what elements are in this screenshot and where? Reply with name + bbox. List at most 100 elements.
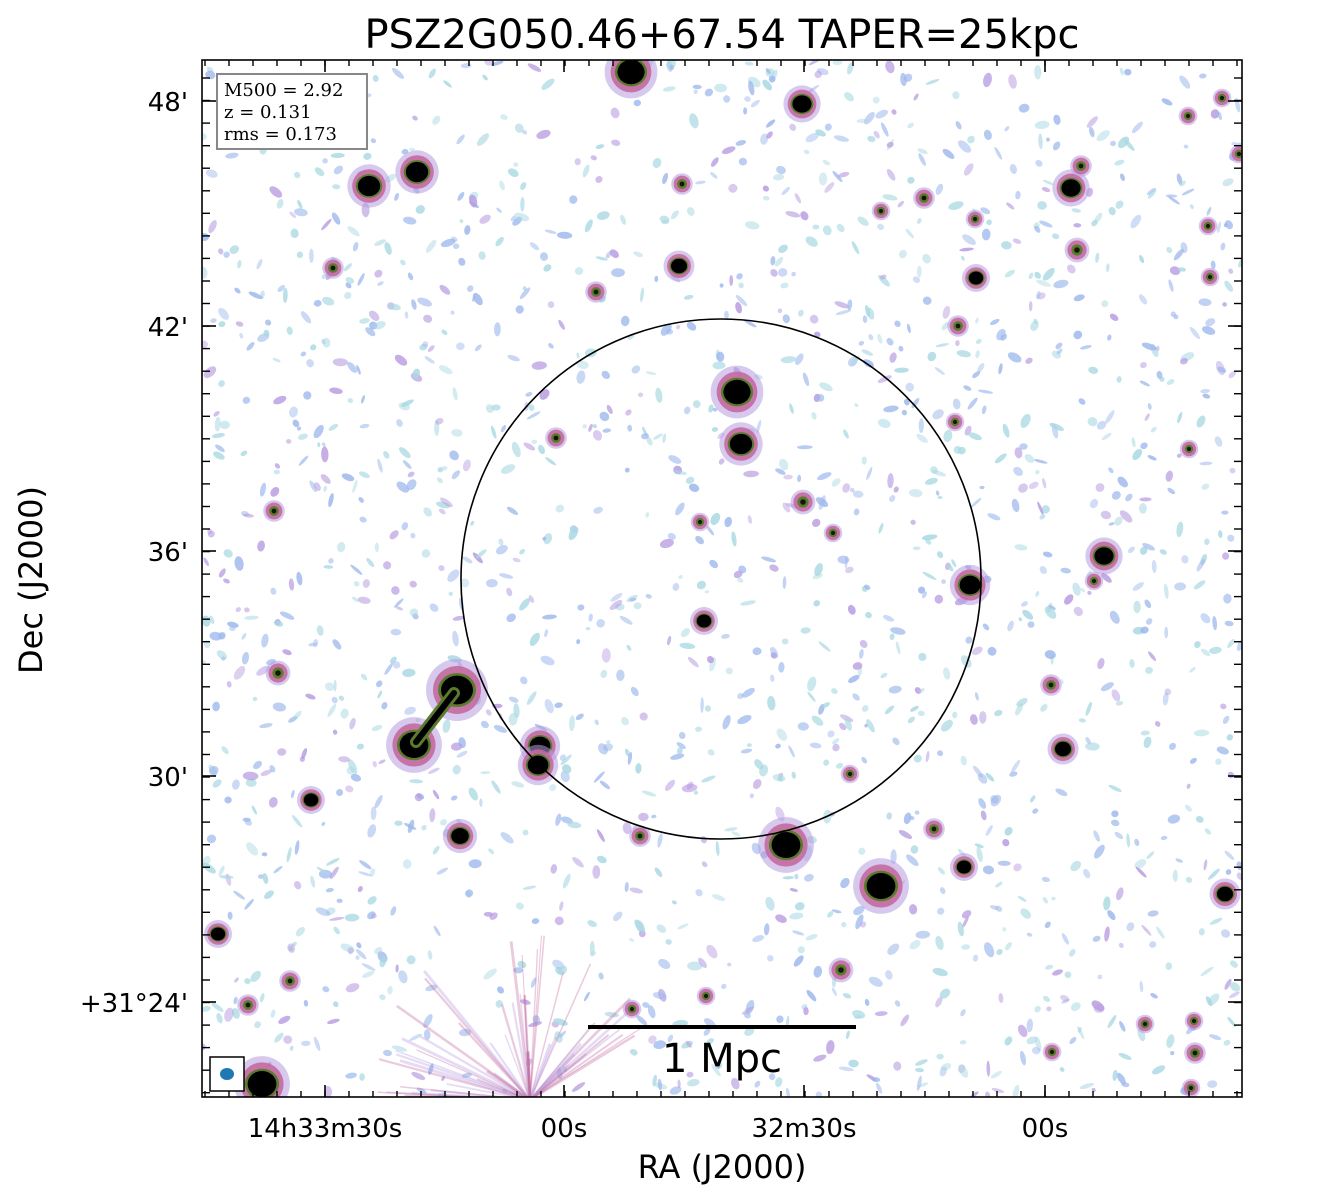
noise-speck bbox=[885, 970, 893, 980]
radio-source bbox=[1070, 155, 1092, 177]
noise-speck bbox=[347, 226, 360, 237]
noise-speck bbox=[1199, 461, 1213, 466]
noise-speck bbox=[878, 522, 884, 534]
noise-speck bbox=[803, 1007, 809, 1016]
noise-speck bbox=[813, 965, 823, 978]
noise-speck bbox=[218, 380, 225, 388]
noise-speck bbox=[450, 310, 455, 315]
noise-speck bbox=[979, 711, 987, 724]
noise-speck bbox=[421, 824, 427, 831]
noise-speck bbox=[957, 921, 964, 937]
noise-speck bbox=[806, 989, 817, 1002]
noise-speck bbox=[1175, 858, 1183, 863]
noise-speck bbox=[273, 620, 284, 627]
noise-speck bbox=[934, 594, 944, 604]
noise-speck bbox=[224, 796, 232, 804]
noise-speck bbox=[500, 425, 507, 433]
noise-speck bbox=[905, 228, 915, 239]
noise-speck bbox=[359, 318, 370, 324]
noise-speck bbox=[626, 644, 632, 651]
noise-speck bbox=[414, 793, 423, 802]
artifact-ray bbox=[531, 1022, 596, 1097]
noise-speck bbox=[322, 158, 328, 164]
noise-speck bbox=[395, 606, 404, 611]
radio-source bbox=[923, 818, 945, 840]
radio-source bbox=[297, 786, 325, 814]
noise-speck bbox=[511, 781, 525, 788]
noise-speck bbox=[560, 770, 570, 783]
noise-speck bbox=[813, 1054, 827, 1062]
noise-speck bbox=[767, 955, 774, 962]
radio-source bbox=[962, 264, 990, 292]
noise-speck bbox=[963, 163, 974, 176]
noise-speck bbox=[232, 779, 240, 790]
artifact-ray bbox=[404, 1100, 530, 1110]
noise-speck bbox=[411, 299, 417, 310]
artifact-ray bbox=[529, 1036, 557, 1097]
noise-speck bbox=[903, 73, 913, 82]
noise-speck bbox=[436, 867, 448, 875]
noise-speck bbox=[687, 1078, 700, 1087]
noise-speck bbox=[313, 1036, 321, 1051]
noise-speck bbox=[722, 715, 731, 730]
radio-source bbox=[965, 209, 985, 229]
noise-speck bbox=[461, 1072, 472, 1078]
noise-speck bbox=[427, 345, 435, 352]
noise-speck bbox=[223, 578, 230, 584]
noise-speck bbox=[1144, 413, 1150, 422]
noise-speck bbox=[1004, 826, 1013, 836]
radio-source bbox=[719, 422, 763, 466]
noise-speck bbox=[1178, 267, 1186, 272]
tick-marks bbox=[202, 60, 1242, 1097]
noise-speck bbox=[959, 247, 974, 252]
noise-speck bbox=[433, 925, 441, 937]
noise-speck bbox=[852, 662, 863, 670]
noise-speck bbox=[718, 458, 725, 465]
noise-speck bbox=[961, 255, 965, 261]
noise-speck bbox=[676, 324, 681, 330]
noise-speck bbox=[1131, 121, 1143, 134]
noise-speck bbox=[497, 986, 504, 994]
noise-speck bbox=[282, 649, 292, 656]
noise-speck bbox=[333, 1001, 339, 1008]
noise-speck bbox=[545, 457, 557, 466]
noise-speck bbox=[1034, 120, 1050, 130]
noise-speck bbox=[480, 720, 489, 729]
noise-speck bbox=[250, 970, 262, 982]
noise-speck bbox=[862, 315, 868, 323]
noise-speck bbox=[765, 68, 771, 74]
noise-speck bbox=[939, 887, 946, 895]
noise-speck bbox=[991, 1088, 1005, 1093]
noise-speck bbox=[293, 880, 302, 890]
noise-speck bbox=[441, 329, 448, 336]
noise-speck bbox=[468, 787, 479, 801]
radio-source bbox=[696, 986, 716, 1006]
noise-speck bbox=[309, 248, 314, 263]
noise-speck bbox=[1189, 667, 1196, 673]
noise-speck bbox=[234, 287, 241, 294]
noise-speck bbox=[909, 940, 921, 950]
noise-speck bbox=[1229, 982, 1241, 992]
noise-speck bbox=[641, 433, 649, 440]
noise-speck bbox=[203, 557, 210, 567]
noise-speck bbox=[422, 341, 429, 348]
noise-speck bbox=[1118, 942, 1124, 948]
noise-speck bbox=[1132, 448, 1143, 461]
noise-speck bbox=[530, 977, 537, 988]
artifact-ray bbox=[530, 1053, 576, 1097]
noise-speck bbox=[233, 890, 246, 900]
noise-speck bbox=[710, 512, 721, 526]
artifact-ray bbox=[377, 1091, 488, 1097]
noise-speck bbox=[274, 1032, 284, 1043]
noise-speck bbox=[259, 992, 265, 1003]
noise-speck bbox=[316, 625, 324, 636]
noise-speck bbox=[731, 1077, 740, 1090]
noise-speck bbox=[404, 706, 416, 715]
noise-speck bbox=[379, 956, 387, 968]
info-rms: rms = 0.173 bbox=[224, 124, 337, 145]
noise-speck bbox=[460, 578, 470, 588]
noise-speck bbox=[721, 634, 730, 639]
noise-speck bbox=[743, 470, 759, 478]
noise-speck bbox=[1114, 831, 1124, 840]
noise-speck bbox=[539, 252, 549, 261]
